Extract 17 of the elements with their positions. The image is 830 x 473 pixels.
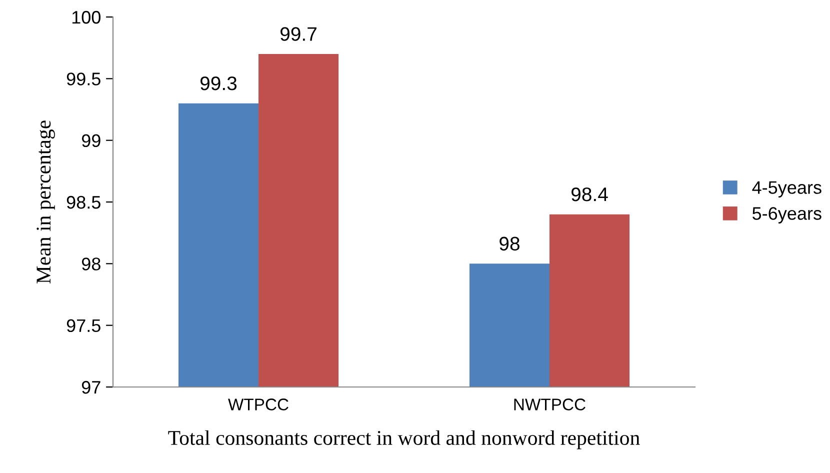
data-label: 99.3	[200, 76, 237, 90]
data-label: 98.4	[572, 187, 608, 202]
y-tick-label: 98.5	[66, 196, 100, 209]
y-tick-label: 97.5	[66, 319, 100, 332]
data-label: 99.7	[280, 27, 316, 41]
data-label: 98	[500, 236, 520, 251]
y-tick-label: 97	[82, 380, 100, 394]
x-tick-label: WTPCC	[228, 398, 288, 410]
y-tick-label: 98	[82, 258, 100, 270]
y-tick-label: 99	[82, 134, 100, 148]
y-tick-label: 100	[72, 10, 100, 24]
y-axis-title: Mean in percentage	[36, 120, 55, 284]
x-tick-label: NWTPCC	[514, 398, 586, 410]
legend-label: 5-6years	[752, 207, 822, 224]
legend-label: 4-5years	[752, 181, 822, 198]
y-tick-label: 99.5	[66, 72, 100, 86]
x-axis-title: Total consonants correct in word and nonword repetition	[168, 430, 640, 450]
